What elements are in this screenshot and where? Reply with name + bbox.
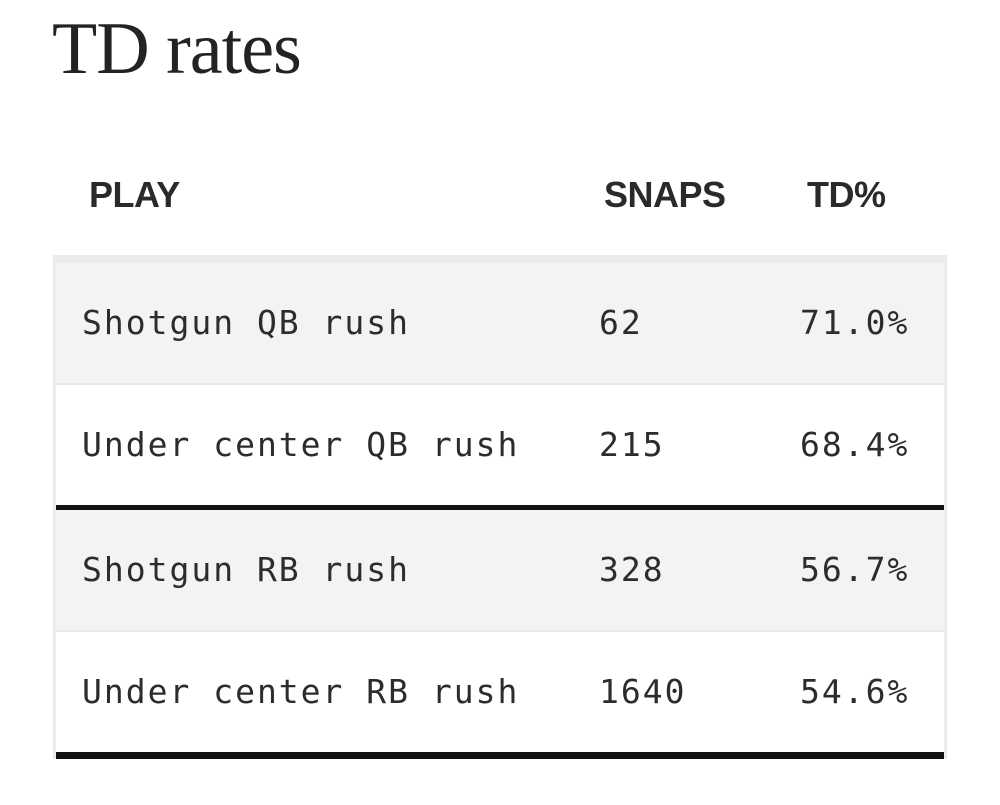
snaps-cell: 215 bbox=[599, 425, 665, 464]
td-percent-cell: 71.0% bbox=[800, 303, 910, 342]
td-percent-cell: 56.7% bbox=[800, 550, 910, 589]
td-percent-cell: 54.6% bbox=[800, 672, 910, 711]
table-row: Under center RB rush 1640 54.6% bbox=[56, 632, 944, 759]
header-play: PLAY bbox=[89, 174, 180, 215]
play-cell: Shotgun RB rush bbox=[82, 550, 411, 589]
td-rates-table: PLAY SNAPS TD% Shotgun QB rush 62 71.0% … bbox=[53, 150, 947, 759]
td-percent-cell: 68.4% bbox=[800, 425, 910, 464]
snaps-cell: 1640 bbox=[599, 672, 687, 711]
table-row: Under center QB rush 215 68.4% bbox=[56, 385, 944, 510]
play-cell: Under center RB rush bbox=[82, 672, 520, 711]
table-row: Shotgun RB rush 328 56.7% bbox=[56, 510, 944, 632]
header-snaps: SNAPS bbox=[604, 174, 726, 215]
play-cell: Shotgun QB rush bbox=[82, 303, 411, 342]
snaps-cell: 62 bbox=[599, 303, 643, 342]
page-title: TD rates bbox=[52, 8, 302, 90]
table-row: Shotgun QB rush 62 71.0% bbox=[56, 263, 944, 385]
header-td-percent: TD% bbox=[807, 174, 886, 215]
table-body: Shotgun QB rush 62 71.0% Under center QB… bbox=[53, 255, 947, 759]
table-header: PLAY SNAPS TD% bbox=[53, 150, 947, 255]
play-cell: Under center QB rush bbox=[82, 425, 520, 464]
snaps-cell: 328 bbox=[599, 550, 665, 589]
